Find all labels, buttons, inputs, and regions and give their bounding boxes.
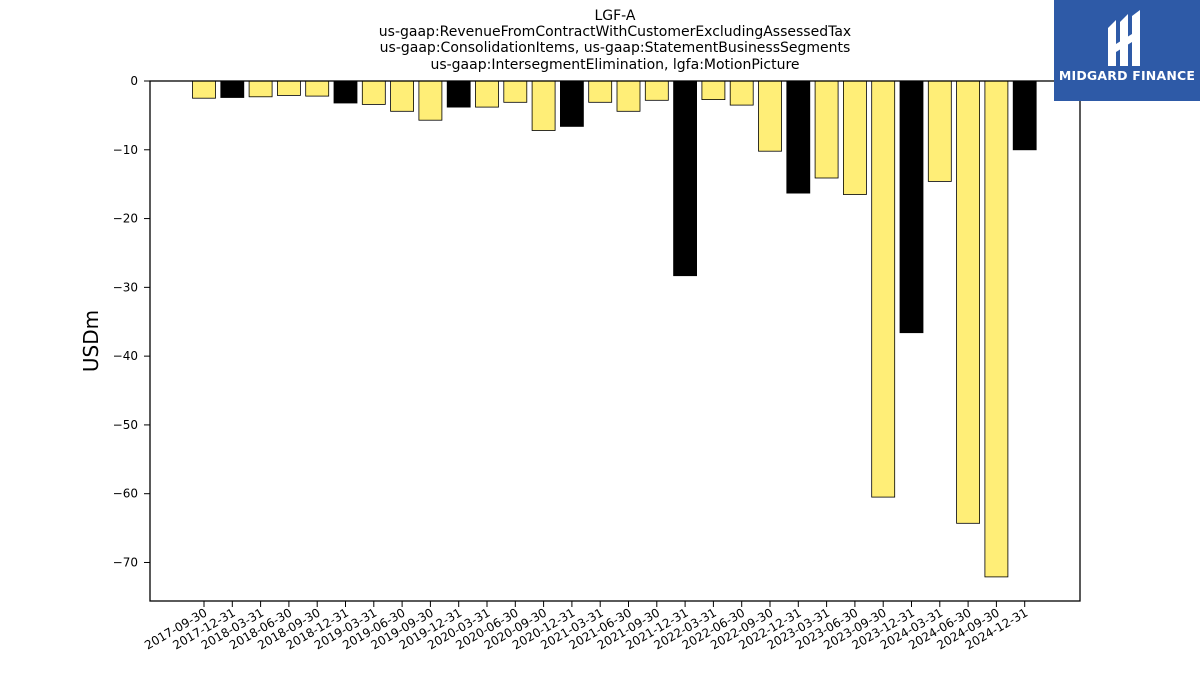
bar-2021-06-30	[616, 80, 641, 112]
chart-title-line-3: us-gaap:ConsolidationItems, us-gaap:Stat…	[380, 40, 851, 56]
y-tick-label: 0	[130, 74, 138, 88]
chart-title-line-1: LGF-A	[594, 8, 635, 24]
bar-2019-03-31	[361, 80, 386, 105]
bar-2024-12-31	[1012, 80, 1037, 151]
midgard-logo-icon	[1108, 10, 1140, 66]
bar-2022-03-31	[701, 80, 726, 101]
bar-2018-12-31	[333, 80, 358, 104]
bar-2020-06-30	[503, 80, 528, 103]
bar-2023-03-31	[814, 80, 839, 179]
plot-frame	[149, 80, 1081, 602]
bar-2017-12-31	[220, 80, 245, 98]
y-tick-label: −50	[113, 418, 138, 432]
brand-name: MIDGARD FINANCE	[1058, 68, 1196, 83]
bar-2024-06-30	[956, 80, 980, 524]
bar-2018-09-30	[305, 80, 330, 97]
bar-2017-09-30	[192, 80, 216, 99]
y-tick-label: −10	[113, 143, 138, 157]
bar-2022-06-30	[729, 80, 754, 106]
bar-2023-09-30	[871, 80, 896, 498]
y-tick-label: −40	[113, 349, 138, 363]
bar-2019-06-30	[390, 80, 415, 112]
bar-2021-12-31	[673, 80, 697, 277]
chart-title: LGF-A us-gaap:RevenueFromContractWithCus…	[379, 8, 851, 73]
y-tick-label: −70	[113, 555, 138, 569]
bar-2023-06-30	[843, 80, 867, 195]
bar-2019-09-30	[418, 80, 443, 121]
x-axis: 2017-09-302017-12-312018-03-312018-06-30…	[142, 601, 1030, 652]
chart-title-line-2: us-gaap:RevenueFromContractWithCustomerE…	[379, 24, 851, 40]
y-axis: 0 −10 −20 −30 −40 −50 −60 −70	[113, 74, 150, 569]
bar-2021-03-31	[588, 80, 613, 103]
bar-2020-12-31	[560, 80, 584, 127]
bar-2018-06-30	[276, 80, 301, 96]
bar-2021-09-30	[644, 80, 669, 101]
brand-logo: MIDGARD FINANCE	[1054, 0, 1200, 101]
bar-2024-09-30	[984, 80, 1009, 578]
bar-series	[192, 80, 1037, 578]
bar-2023-12-31	[899, 80, 924, 334]
y-tick-label: −30	[113, 280, 138, 294]
y-axis-label: USDm	[79, 310, 103, 372]
bar-2022-12-31	[786, 80, 811, 194]
bar-2020-09-30	[531, 80, 556, 131]
bar-2019-12-31	[446, 80, 471, 108]
bar-2018-03-31	[248, 80, 273, 98]
bar-2022-09-30	[758, 80, 782, 152]
y-tick-label: −20	[113, 212, 138, 226]
bar-2020-03-31	[475, 80, 499, 108]
bar-2024-03-31	[927, 80, 952, 182]
chart-title-line-4: us-gaap:IntersegmentElimination, lgfa:Mo…	[430, 57, 799, 73]
y-tick-label: −60	[113, 487, 138, 501]
